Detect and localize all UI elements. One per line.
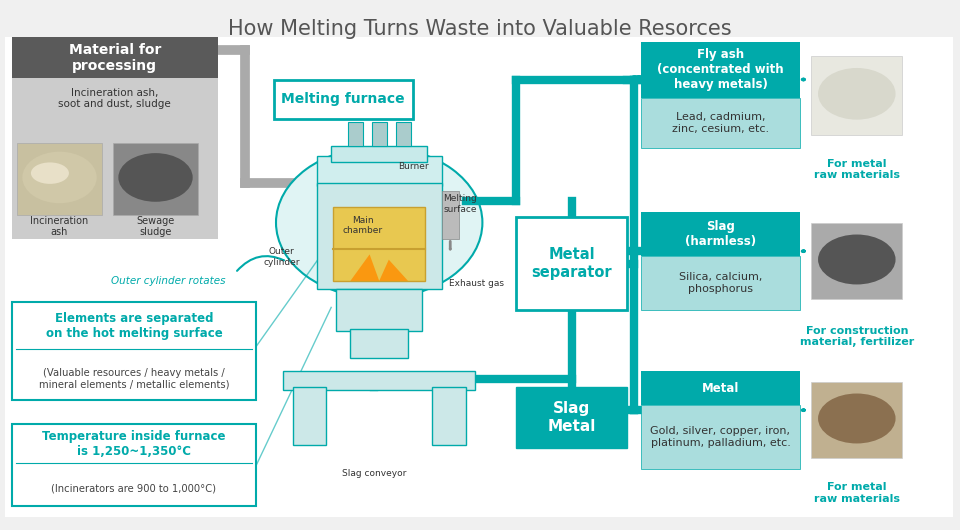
Text: Outer cylinder rotates: Outer cylinder rotates [110,276,226,286]
FancyBboxPatch shape [641,405,800,469]
Ellipse shape [818,68,896,120]
Text: Melting
surface: Melting surface [444,195,477,214]
Text: Melting furnace: Melting furnace [281,92,405,107]
FancyBboxPatch shape [348,122,363,146]
Text: Gold, silver, copper, iron,
platinum, palladium, etc.: Gold, silver, copper, iron, platinum, pa… [651,426,790,448]
Text: Main
chamber: Main chamber [343,216,383,235]
FancyBboxPatch shape [641,98,800,148]
FancyBboxPatch shape [641,212,800,256]
FancyBboxPatch shape [641,371,800,405]
Ellipse shape [31,162,69,184]
FancyBboxPatch shape [516,217,627,310]
FancyBboxPatch shape [350,329,408,358]
Text: Fly ash
(concentrated with
heavy metals): Fly ash (concentrated with heavy metals) [658,48,783,92]
Text: Silica, calcium,
phosphorus: Silica, calcium, phosphorus [679,272,762,294]
Text: Burner: Burner [398,163,429,171]
FancyBboxPatch shape [811,223,902,299]
Text: Slag
Metal: Slag Metal [547,401,596,434]
FancyBboxPatch shape [293,387,326,445]
Text: Temperature inside furnace
is 1,250~1,350°C: Temperature inside furnace is 1,250~1,35… [42,430,226,458]
FancyBboxPatch shape [331,146,427,162]
FancyBboxPatch shape [442,191,459,238]
FancyBboxPatch shape [811,382,902,458]
FancyBboxPatch shape [12,37,218,238]
FancyBboxPatch shape [12,37,218,78]
FancyBboxPatch shape [336,289,422,331]
FancyBboxPatch shape [17,143,102,215]
Text: Metal: Metal [702,382,739,395]
FancyBboxPatch shape [274,80,413,119]
Ellipse shape [118,153,193,202]
Text: Incineration
ash: Incineration ash [31,216,88,237]
FancyBboxPatch shape [396,122,411,146]
FancyBboxPatch shape [5,37,953,517]
FancyBboxPatch shape [641,256,800,310]
FancyBboxPatch shape [113,143,198,215]
Text: Incineration ash,
soot and dust, sludge: Incineration ash, soot and dust, sludge [59,88,171,109]
Polygon shape [350,254,408,281]
Text: Lead, cadmium,
zinc, cesium, etc.: Lead, cadmium, zinc, cesium, etc. [672,112,769,134]
FancyBboxPatch shape [516,387,627,448]
Text: For metal
raw materials: For metal raw materials [814,159,900,180]
FancyBboxPatch shape [641,42,800,98]
Text: Material for
processing: Material for processing [68,43,161,73]
Text: Metal
separator: Metal separator [532,248,612,280]
Text: How Melting Turns Waste into Valuable Resorces: How Melting Turns Waste into Valuable Re… [228,19,732,39]
Text: Elements are separated
on the hot melting surface: Elements are separated on the hot meltin… [45,312,223,340]
Text: Slag conveyor: Slag conveyor [342,469,407,478]
FancyBboxPatch shape [317,156,442,186]
Ellipse shape [818,393,896,444]
Ellipse shape [818,234,896,285]
Text: Outer
cylinder: Outer cylinder [263,248,300,267]
Text: (Incinerators are 900 to 1,000°C): (Incinerators are 900 to 1,000°C) [52,483,216,493]
Text: Exhaust gas: Exhaust gas [449,279,504,288]
Text: (Valuable resources / heavy metals /
mineral elements / metallic elements): (Valuable resources / heavy metals / min… [38,368,229,390]
Text: For metal
raw materials: For metal raw materials [814,482,900,504]
FancyBboxPatch shape [12,302,256,400]
Text: Slag
(harmless): Slag (harmless) [684,220,756,248]
Text: Sewage
sludge: Sewage sludge [136,216,175,237]
FancyBboxPatch shape [333,207,425,281]
FancyBboxPatch shape [12,424,256,506]
FancyBboxPatch shape [372,122,387,146]
FancyBboxPatch shape [283,371,475,390]
FancyBboxPatch shape [317,183,442,289]
Text: For construction
material, fertilizer: For construction material, fertilizer [800,326,914,347]
Ellipse shape [276,147,483,298]
FancyBboxPatch shape [432,387,466,445]
Ellipse shape [22,152,97,203]
FancyBboxPatch shape [811,56,902,135]
